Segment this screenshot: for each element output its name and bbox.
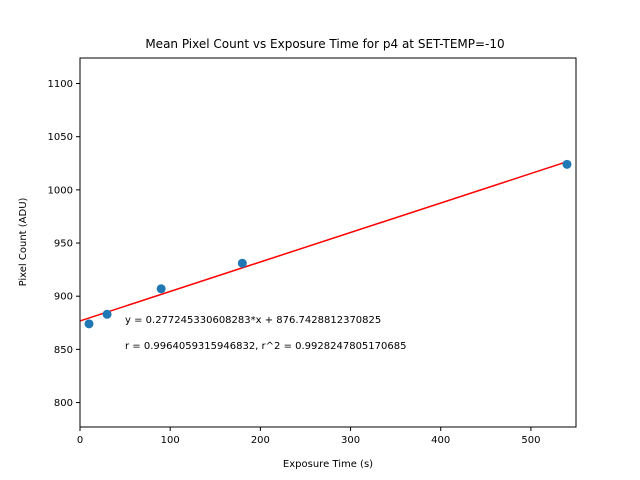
y-axis-label: Pixel Count (ADU): [18, 197, 29, 286]
y-tick-label: 950: [54, 239, 73, 250]
x-axis-ticks: 0 100 200 300 400 500: [77, 427, 540, 446]
x-tick-label: 100: [161, 435, 180, 446]
data-point: [156, 284, 166, 294]
y-tick-label: 1050: [48, 132, 73, 143]
points-layer: [84, 159, 572, 329]
x-tick-label: 200: [251, 435, 270, 446]
y-tick-label: 900: [54, 292, 73, 303]
data-point: [102, 309, 112, 319]
data-point: [237, 258, 247, 268]
plot-frame: [79, 57, 577, 428]
x-axis-label: Exposure Time (s): [283, 459, 373, 470]
data-point: [84, 319, 94, 329]
x-tick-label: 400: [431, 435, 450, 446]
x-tick-label: 300: [341, 435, 360, 446]
y-axis-ticks: 800 850 900 950 1000 1050 1100: [48, 79, 80, 409]
y-tick-label: 800: [54, 398, 73, 409]
x-tick-label: 0: [77, 435, 83, 446]
y-tick-label: 850: [54, 345, 73, 356]
fit-line-layer: [79, 161, 568, 322]
y-tick-label: 1000: [48, 185, 73, 196]
equation-annotation: y = 0.277245330608283*x + 876.7428812370…: [125, 315, 381, 326]
fit-line: [79, 161, 568, 322]
y-tick-label: 1100: [48, 79, 73, 90]
data-point: [562, 159, 572, 169]
correlation-annotation: r = 0.9964059315946832, r^2 = 0.99282478…: [125, 341, 406, 352]
x-tick-label: 500: [521, 435, 540, 446]
chart-title: Mean Pixel Count vs Exposure Time for p4…: [145, 37, 504, 51]
